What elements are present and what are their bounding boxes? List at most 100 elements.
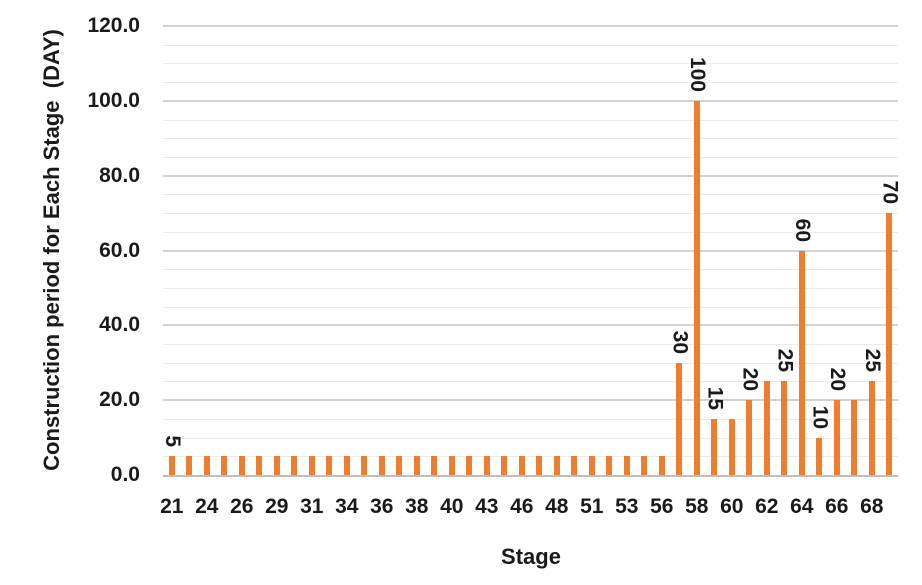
minor-gridline [163, 82, 898, 84]
bar-data-label: 100 [685, 56, 709, 92]
minor-gridline [163, 437, 898, 439]
y-axis-tick-label: 100.0 [87, 88, 140, 112]
bar [676, 362, 683, 475]
minor-gridline [163, 306, 898, 308]
bar [623, 456, 630, 475]
minor-gridline [163, 213, 898, 215]
bar [186, 456, 193, 475]
y-axis-tick-label: 60.0 [99, 238, 140, 262]
bar [501, 456, 508, 475]
bar [868, 381, 875, 475]
x-axis-tick-label: 29 [265, 495, 289, 518]
bar [588, 456, 595, 475]
x-axis-tick-label: 46 [510, 495, 534, 518]
minor-gridline [163, 119, 898, 121]
bar [728, 418, 735, 475]
minor-gridline [163, 418, 898, 420]
bar [641, 456, 648, 475]
bar [763, 381, 770, 475]
x-axis-line [163, 475, 898, 477]
bar [308, 456, 315, 475]
minor-gridline [163, 269, 898, 271]
bar [553, 456, 560, 475]
bar [396, 456, 403, 475]
minor-gridline [163, 231, 898, 233]
major-gridline [163, 324, 898, 327]
bar-data-label: 10 [808, 405, 832, 429]
bar [291, 456, 298, 475]
bar [571, 456, 578, 475]
bar [693, 100, 700, 475]
x-axis-tick-label: 43 [475, 495, 499, 518]
x-axis-tick-label: 24 [195, 495, 219, 518]
minor-gridline [163, 287, 898, 289]
bar-data-label: 20 [825, 367, 849, 392]
bar [203, 456, 210, 475]
minor-gridline [163, 362, 898, 364]
bar [168, 456, 175, 475]
x-axis-tick-label: 58 [685, 495, 709, 518]
major-gridline [163, 399, 898, 402]
bar [326, 456, 333, 475]
bar [466, 456, 473, 475]
bar [781, 381, 788, 475]
bar [711, 418, 718, 475]
minor-gridline [163, 344, 898, 346]
bar [798, 250, 805, 475]
bar-data-label: 25 [860, 349, 884, 373]
minor-gridline [163, 138, 898, 140]
bar [833, 400, 840, 475]
bar [238, 456, 245, 475]
minor-gridline [163, 381, 898, 383]
y-axis-tick-label: 20.0 [99, 388, 140, 412]
x-axis-tick-label: 62 [755, 495, 779, 518]
bar [851, 400, 858, 475]
x-axis-tick-label: 51 [580, 495, 604, 518]
major-gridline [163, 99, 898, 102]
bar-data-label: 30 [668, 330, 692, 354]
bar [886, 213, 893, 475]
minor-gridline [163, 194, 898, 196]
minor-gridline [163, 156, 898, 158]
major-gridline [163, 249, 898, 252]
x-axis-tick-label: 53 [615, 495, 639, 518]
bar [606, 456, 613, 475]
major-gridline [163, 174, 898, 177]
x-axis-tick-label: 40 [440, 495, 464, 518]
bar [658, 456, 665, 475]
minor-gridline [163, 456, 898, 458]
bar [221, 456, 228, 475]
x-axis-tick-label: 64 [790, 495, 814, 518]
x-axis-title: Stage [501, 544, 561, 569]
x-axis-tick-label: 66 [825, 495, 849, 518]
minor-gridline [163, 44, 898, 46]
bar [746, 400, 753, 475]
bar [816, 437, 823, 475]
bar-data-label: 60 [790, 218, 814, 242]
y-axis-tick-label: 80.0 [99, 163, 140, 187]
x-axis-tick-label: 56 [650, 495, 674, 518]
bar-data-label: 5 [160, 435, 184, 448]
x-axis-tick-label: 60 [720, 495, 744, 518]
y-axis-tick-label: 40.0 [99, 313, 140, 337]
x-axis-tick-label: 26 [230, 495, 254, 518]
bar [273, 456, 280, 475]
x-axis-tick-label: 38 [405, 495, 429, 518]
bar-data-label: 70 [878, 180, 902, 205]
bar [431, 456, 438, 475]
bar-data-label: 20 [738, 367, 762, 392]
bar [343, 456, 350, 475]
bar [518, 456, 525, 475]
y-axis-tick-label: 0.0 [110, 463, 140, 486]
bar [413, 456, 420, 475]
bar [536, 456, 543, 475]
bar [361, 456, 368, 475]
major-gridline [163, 25, 898, 27]
bar-data-label: 25 [773, 349, 797, 373]
x-axis-tick-label: 36 [370, 495, 394, 518]
bar [256, 456, 263, 475]
bar [378, 456, 385, 475]
y-axis-tick-label: 120.0 [87, 14, 140, 37]
minor-gridline [163, 63, 898, 65]
bar-data-label: 15 [703, 386, 727, 410]
